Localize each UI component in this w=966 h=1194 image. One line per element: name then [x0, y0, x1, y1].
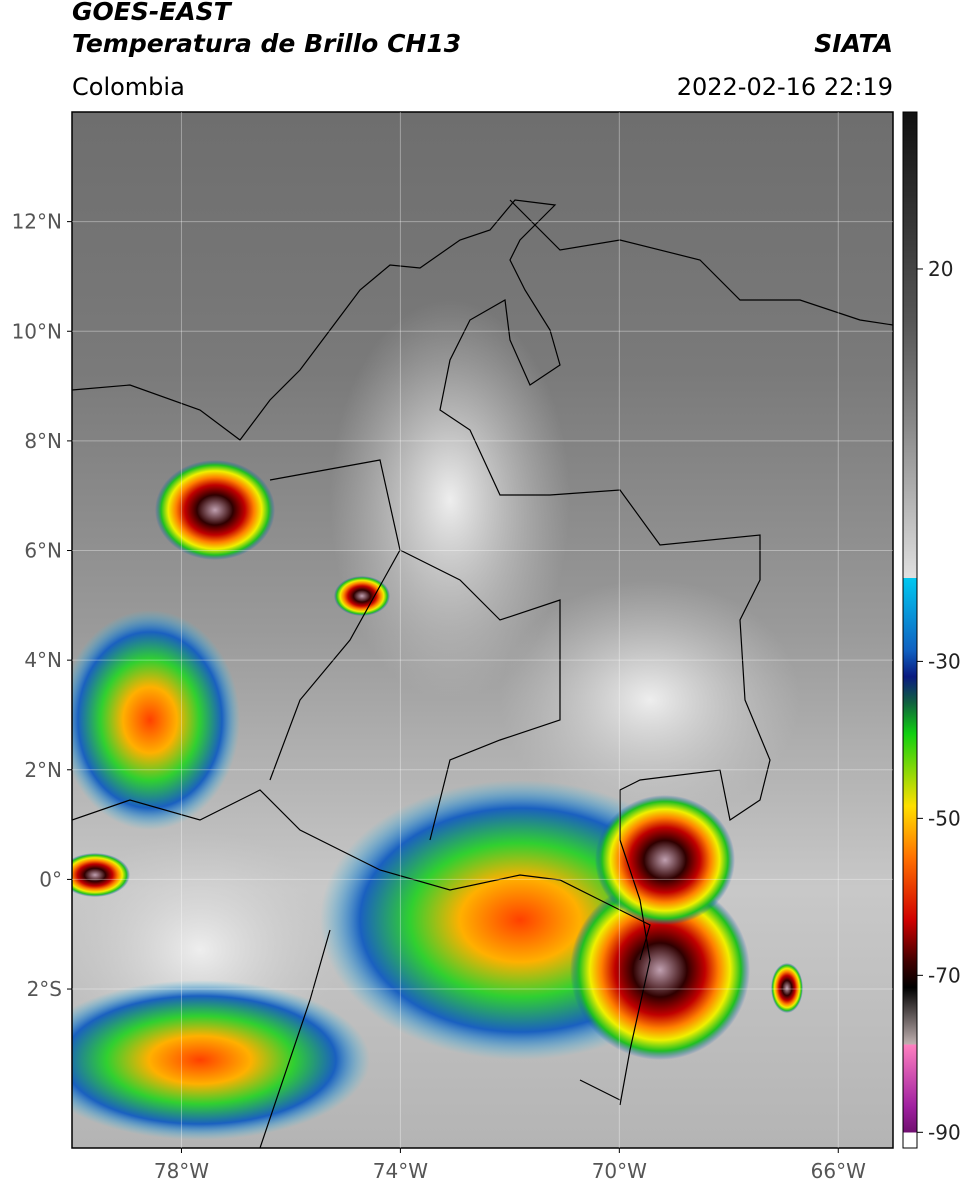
datetime: 2022-02-16 22:19: [677, 73, 893, 101]
y-tick-label: 2°S: [27, 977, 62, 1001]
region: Colombia: [72, 73, 185, 101]
colorbar-tick-label: -30: [928, 649, 961, 673]
y-tick-label: 6°N: [24, 539, 62, 563]
subtitle: Temperatura de Brillo CH13: [72, 29, 461, 58]
y-tick-label: 2°N: [24, 758, 62, 782]
satellite-image: [72, 112, 893, 1148]
colorbar-tick-label: -70: [928, 963, 961, 987]
y-tick-label: 4°N: [24, 648, 62, 672]
x-tick-label: 74°W: [373, 1159, 428, 1183]
source: SIATA: [814, 29, 893, 58]
colorbar-tick-label: -50: [928, 806, 961, 830]
x-tick-label: 66°W: [811, 1159, 866, 1183]
map-frame: [71, 111, 894, 1149]
colorbar-tick-label: -90: [928, 1120, 961, 1144]
y-tick-label: 8°N: [24, 429, 62, 453]
y-tick-label: 12°N: [12, 210, 62, 234]
colorbar: [902, 111, 918, 1149]
x-tick-label: 78°W: [154, 1159, 209, 1183]
title: GOES-EAST: [72, 0, 233, 26]
x-tick-label: 70°W: [592, 1159, 647, 1183]
y-tick-label: 10°N: [12, 319, 62, 343]
y-tick-label: 0°: [39, 867, 62, 891]
colorbar-tick-label: 20: [928, 257, 953, 281]
